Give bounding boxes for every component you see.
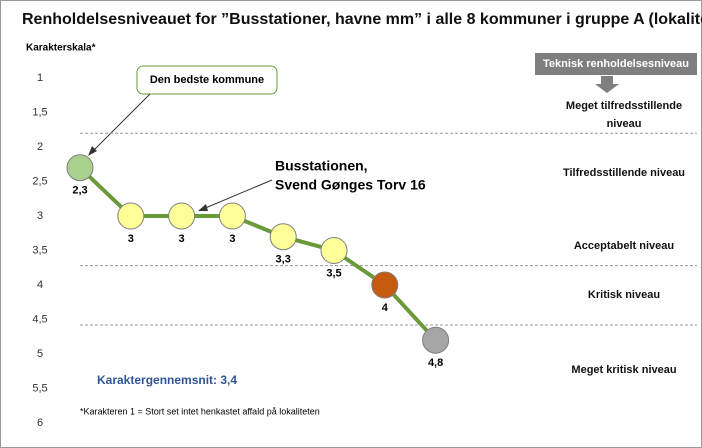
y-tick-label: 6 (37, 417, 43, 429)
footnote: *Karakteren 1 = Stort set intet henkaste… (80, 406, 320, 416)
y-tick-label: 3,5 (32, 244, 47, 256)
value-label: 3 (229, 233, 235, 245)
y-tick-label: 1 (37, 72, 43, 84)
value-label: 4 (382, 302, 389, 314)
average-annotation: Karaktergennemsnit: 3,4 (97, 373, 237, 387)
y-tick-label: 2 (37, 141, 43, 153)
level-label: Meget kritisk niveau (571, 364, 676, 376)
y-tick-label: 5 (37, 348, 43, 360)
value-label: 3 (179, 233, 185, 245)
data-point (168, 202, 196, 230)
y-tick-label: 3 (37, 210, 43, 222)
data-point (117, 202, 145, 230)
arrowhead (198, 204, 208, 211)
level-label: Acceptabelt niveau (574, 240, 674, 252)
levels-header: Teknisk renholdelsesniveau (543, 58, 689, 70)
y-tick-label: 4 (37, 279, 43, 291)
y-axis-label: Karakterskala* (26, 43, 96, 54)
y-tick-label: 5,5 (32, 382, 47, 394)
bus-arrow (202, 179, 273, 210)
value-label: 3,3 (276, 254, 291, 266)
y-tick-label: 2,5 (32, 175, 47, 187)
data-point (269, 223, 297, 251)
best-annotation: Den bedste kommune (150, 74, 264, 86)
value-label: 3,5 (326, 267, 341, 279)
header-arrow (595, 76, 619, 93)
bus-annotation: Busstationen, (275, 158, 368, 174)
y-tick-label: 4,5 (32, 313, 47, 325)
data-point (320, 237, 348, 264)
level-label: Meget tilfredsstillende niveau (566, 100, 682, 130)
best-arrow (91, 93, 151, 153)
chart-title: Renholdelsesniveauet for ”Busstationer, … (22, 11, 702, 28)
bus-annotation: Svend Gønges Torv 16 (275, 177, 426, 193)
data-point (218, 202, 246, 230)
value-label: 2,3 (72, 185, 87, 197)
value-label: 4,8 (428, 357, 443, 369)
arrowhead (88, 146, 97, 156)
data-point (371, 271, 399, 299)
levels-header-box (535, 53, 697, 75)
data-point (66, 154, 94, 182)
level-label: Tilfredsstillende niveau (563, 167, 685, 179)
level-label: Kritisk niveau (588, 289, 660, 301)
data-point (422, 326, 450, 354)
y-tick-label: 1,5 (32, 106, 47, 118)
value-label: 3 (128, 233, 134, 245)
best-box (136, 65, 278, 95)
